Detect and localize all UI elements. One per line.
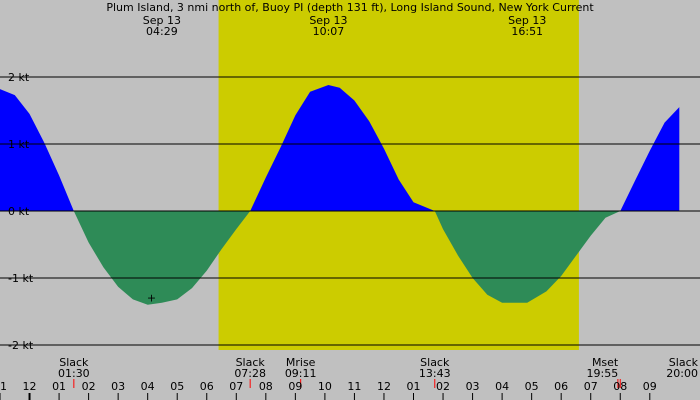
peak-time-1: 10:07	[313, 25, 345, 38]
peak-date-1: Sep 13	[309, 14, 347, 27]
x-tick-label-9: 08	[259, 380, 273, 393]
event-time-0: 01:30	[58, 367, 90, 380]
ebb-area-1	[73, 211, 251, 305]
x-tick-label-18: 05	[525, 380, 539, 393]
x-tick-label-20: 07	[584, 380, 598, 393]
peak-date-0: Sep 13	[143, 14, 181, 27]
x-tick-label-3: 02	[82, 380, 96, 393]
x-tick-label-4: 03	[111, 380, 125, 393]
y-tick-label: -2 kt	[8, 339, 34, 352]
event-label-0: Slack	[59, 356, 89, 369]
y-tick-label: 2 kt	[8, 71, 30, 84]
x-tick-label-6: 05	[170, 380, 184, 393]
peak-date-2: Sep 13	[508, 14, 546, 27]
x-tick-label-13: 12	[377, 380, 391, 393]
y-tick-label: 0 kt	[8, 205, 30, 218]
x-tick-label-17: 04	[495, 380, 509, 393]
x-tick-label-2: 01	[52, 380, 66, 393]
event-labels: Slack01:30Slack07:28Mrise09:11Slack13:43…	[58, 356, 699, 388]
event-time-2: 09:11	[285, 367, 317, 380]
event-time-4: 19:55	[587, 367, 619, 380]
event-time-3: 13:43	[419, 367, 451, 380]
x-tick-label-11: 10	[318, 380, 332, 393]
event-time-1: 07:28	[234, 367, 266, 380]
event-label-3: Slack	[420, 356, 450, 369]
x-tick-label-0: 11	[0, 380, 7, 393]
x-tick-label-22: 09	[643, 380, 657, 393]
flood-area-4	[620, 107, 680, 211]
x-tick-label-7: 06	[200, 380, 214, 393]
y-gridlines	[0, 76, 700, 346]
flood-area-2	[250, 85, 435, 211]
x-tick-label-1: 12	[23, 380, 37, 393]
x-tick-label-5: 04	[141, 380, 155, 393]
y-tick-label: -1 kt	[8, 272, 34, 285]
flood-area-0	[0, 89, 74, 211]
y-tick-label: 1 kt	[8, 138, 30, 151]
x-tick-label-14: 01	[407, 380, 421, 393]
y-tick-labels: 2 kt 1 kt 0 kt -1 kt -2 kt	[8, 71, 34, 352]
x-tick-label-12: 11	[347, 380, 361, 393]
x-tick-label-21: 08	[613, 380, 627, 393]
peak-time-2: 16:51	[511, 25, 543, 38]
event-label-4: Mset	[592, 356, 619, 369]
x-tick-label-19: 06	[554, 380, 568, 393]
current-areas	[0, 85, 680, 305]
marker-0: +	[147, 291, 156, 304]
event-time-5: 20:00	[666, 367, 698, 380]
x-tick-label-10: 09	[288, 380, 302, 393]
event-label-1: Slack	[236, 356, 266, 369]
x-tick-label-15: 02	[436, 380, 450, 393]
peak-time-0: 04:29	[146, 25, 178, 38]
x-tick-label-16: 03	[466, 380, 480, 393]
chart-title: Plum Island, 3 nmi north of, Buoy PI (de…	[106, 1, 594, 14]
ebb-area-3	[434, 211, 621, 303]
x-tick-label-8: 07	[229, 380, 243, 393]
point-markers: +	[147, 291, 156, 304]
event-label-5: Slack	[669, 356, 699, 369]
event-label-2: Mrise	[286, 356, 316, 369]
x-axis: 11 12 01 02 03 04 05 06 07 08 09 10 11 12 01 02 03 04 05 06…	[0, 380, 657, 400]
